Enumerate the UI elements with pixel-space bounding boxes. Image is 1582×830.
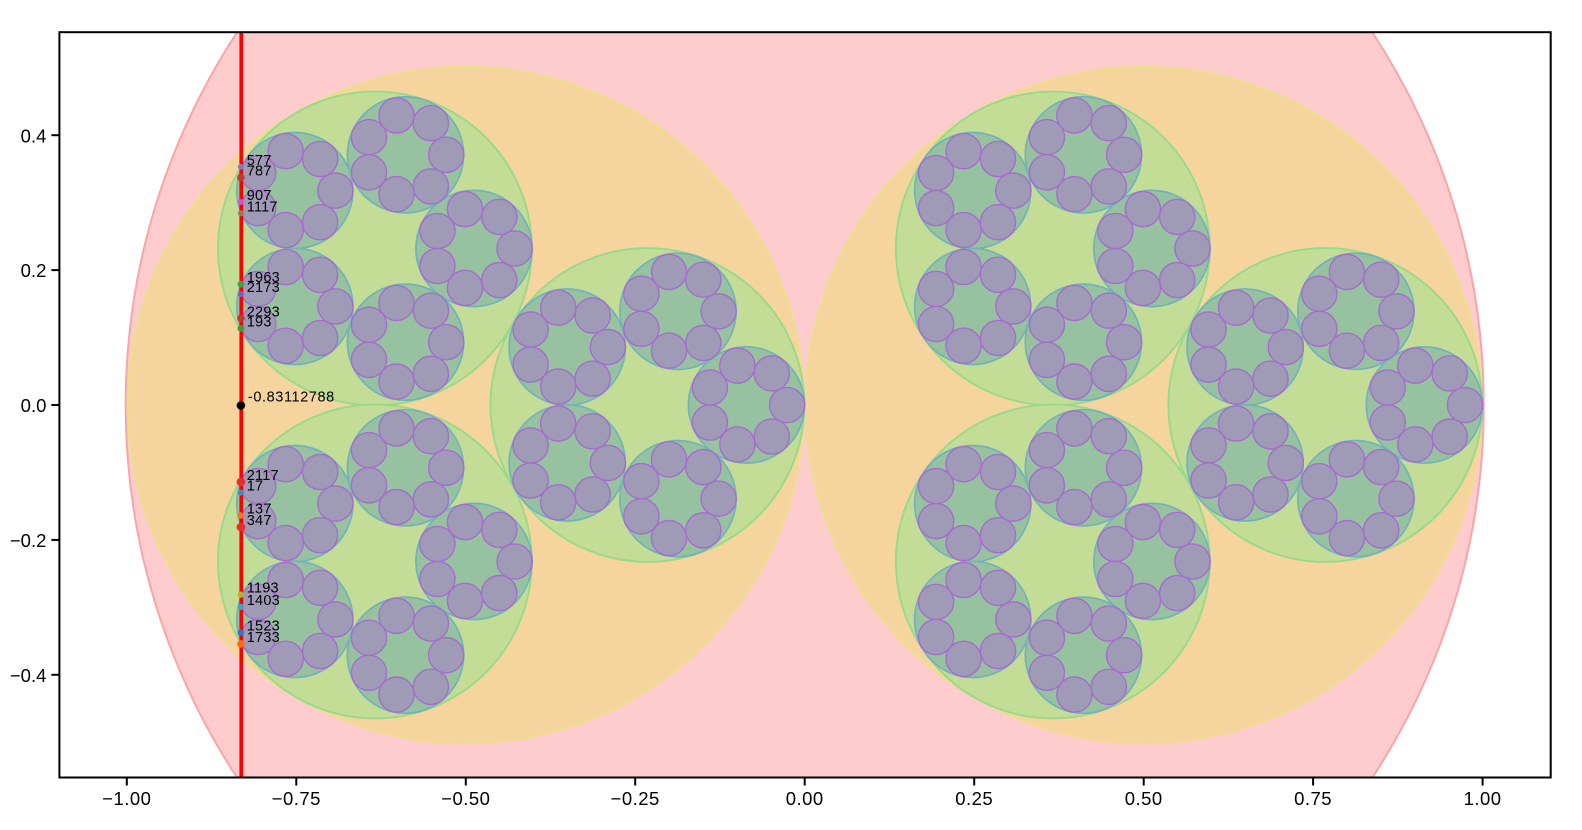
svg-text:1403: 1403 (247, 593, 280, 609)
svg-text:−0.2: −0.2 (10, 530, 47, 551)
svg-text:1193: 1193 (247, 581, 279, 597)
svg-text:0.50: 0.50 (1125, 788, 1163, 809)
svg-text:−0.75: −0.75 (272, 788, 321, 809)
svg-text:1.00: 1.00 (1464, 788, 1502, 809)
svg-text:137: 137 (247, 502, 272, 518)
svg-text:2293: 2293 (247, 304, 280, 320)
svg-text:0.2: 0.2 (21, 260, 47, 281)
svg-text:0.0: 0.0 (21, 395, 47, 416)
svg-text:−0.25: −0.25 (611, 788, 660, 809)
svg-text:193: 193 (247, 315, 272, 331)
svg-text:0.00: 0.00 (786, 788, 824, 809)
svg-text:0.25: 0.25 (955, 788, 993, 809)
svg-text:−0.4: −0.4 (10, 665, 47, 686)
svg-text:17: 17 (247, 479, 264, 495)
svg-text:0.75: 0.75 (1294, 788, 1332, 809)
svg-text:−0.50: −0.50 (441, 788, 490, 809)
svg-text:1117: 1117 (247, 199, 278, 215)
svg-text:907: 907 (247, 188, 272, 204)
svg-text:2117: 2117 (247, 468, 279, 484)
svg-text:-0.83112788: -0.83112788 (248, 390, 335, 406)
svg-text:0.4: 0.4 (21, 125, 47, 146)
svg-text:347: 347 (247, 513, 272, 529)
svg-text:577: 577 (247, 153, 272, 169)
svg-text:2173: 2173 (247, 280, 280, 296)
svg-text:787: 787 (247, 164, 272, 180)
svg-text:1733: 1733 (247, 630, 280, 646)
svg-text:−1.00: −1.00 (102, 788, 151, 809)
svg-text:1523: 1523 (247, 619, 280, 635)
svg-text:1963: 1963 (247, 270, 280, 286)
